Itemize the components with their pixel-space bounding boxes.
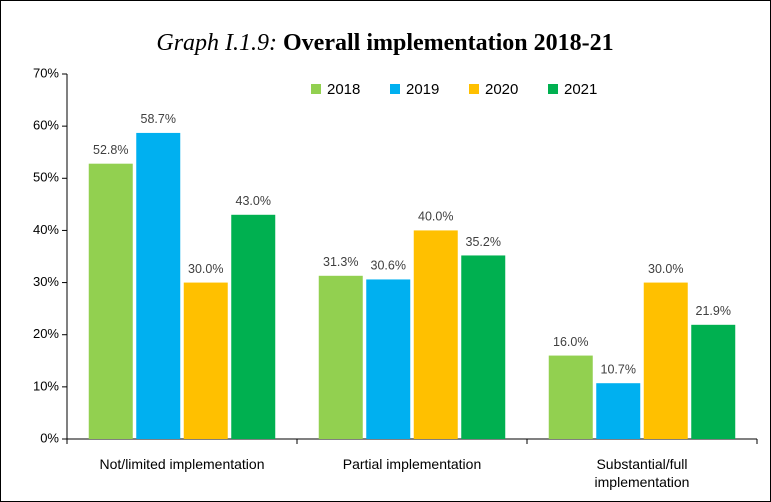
value-label: 40.0% [418,210,453,224]
legend-label: 2018 [327,81,360,98]
title-label: Graph I.1.9: [156,30,277,56]
y-tick-label: 30% [33,274,59,289]
x-tick-label: Not/limited implementation [99,456,265,472]
legend-swatch [390,84,400,94]
value-label: 35.2% [466,235,501,249]
bar [88,163,133,439]
bar [366,279,411,439]
bar [413,230,458,439]
value-label: 21.9% [696,304,731,318]
bar [183,282,228,439]
x-tick-label: Substantial/full implementation [594,456,690,490]
legend-swatch [469,84,479,94]
chart-title: Graph I.1.9: Overall implementation 2018… [156,30,613,56]
bar [691,324,736,439]
y-tick-label: 0% [40,430,59,445]
bar [643,282,688,439]
title-text: Overall implementation 2018-21 [283,30,614,56]
y-tick-label: 10% [33,378,59,393]
legend-swatch [311,84,321,94]
y-tick-label: 20% [33,326,59,341]
bar [461,255,506,439]
y-tick-label: 50% [33,170,59,185]
y-tick-label: 70% [33,65,59,80]
value-label: 10.7% [601,363,636,377]
legend-label: 2019 [406,81,439,98]
legend-label: 2021 [564,81,597,98]
legend-label: 2020 [485,81,518,98]
value-label: 30.0% [188,262,223,276]
y-tick-label: 40% [33,222,59,237]
value-label: 30.6% [371,259,406,273]
bar [548,355,593,439]
value-label: 43.0% [236,194,271,208]
bar [318,275,363,439]
legend-swatch [548,84,558,94]
value-label: 58.7% [141,112,176,126]
value-label: 31.3% [323,255,358,269]
value-label: 16.0% [553,335,588,349]
bar [596,383,641,439]
y-tick-label: 60% [33,118,59,133]
x-tick-label: Partial implementation [342,456,482,472]
bar [136,132,181,439]
bar [231,214,276,439]
value-label: 30.0% [648,262,683,276]
value-label: 52.8% [93,143,128,157]
